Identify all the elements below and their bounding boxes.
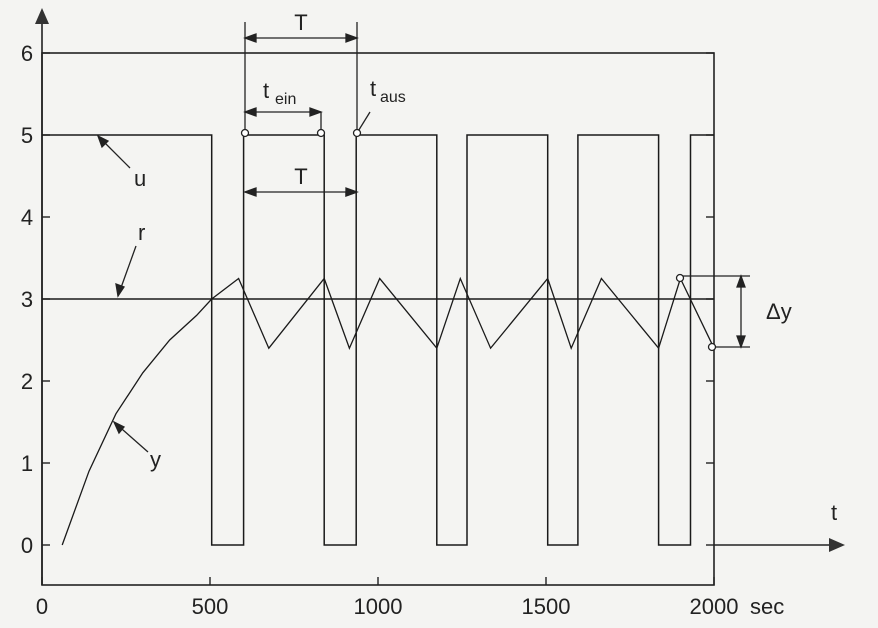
x-ticks: 0 500 1000 1500 2000 (36, 577, 739, 619)
label-pointers (96, 134, 149, 453)
period-label-top: T (294, 10, 307, 35)
series-line-u (42, 134, 714, 546)
series-label-r: r (138, 220, 145, 245)
y-tick-label: 3 (21, 287, 33, 312)
series-label-y: y (150, 447, 161, 472)
t-axis-arrowhead (829, 538, 845, 552)
series-layer (42, 134, 715, 546)
y-tick-label: 2 (21, 369, 33, 394)
x-tick-label: 1000 (354, 594, 403, 619)
x-tick-label: 0 (36, 594, 48, 619)
t-aus-label: t (370, 76, 376, 101)
y-tick-label: 0 (21, 533, 33, 558)
t-ein-label: t (263, 78, 269, 103)
y-tick-label: 1 (21, 451, 33, 476)
t-ein-subscript: ein (275, 91, 296, 108)
period-dimension-top (243, 22, 359, 133)
sec-unit-label: sec (750, 594, 784, 619)
t-axis-label: t (831, 500, 837, 525)
x-tick-label: 500 (192, 594, 229, 619)
delta-y-dimension (680, 274, 750, 349)
series-label-u: u (134, 166, 146, 191)
t-ein-dimension (243, 107, 323, 133)
y-tick-label: 4 (21, 205, 33, 230)
y-tick-label: 6 (21, 41, 33, 66)
delta-y-label: Δy (766, 299, 792, 324)
period-label-mid: T (294, 164, 307, 189)
y-ticks: 0 1 2 3 4 5 6 (21, 41, 714, 558)
x-tick-label: 1500 (522, 594, 571, 619)
y-tick-label: 5 (21, 123, 33, 148)
y-axis-arrowhead (35, 8, 49, 24)
x-tick-label: 2000 (690, 594, 739, 619)
period-dimension-mid (243, 187, 359, 197)
plot-frame (41, 52, 715, 586)
series-line-y (61, 276, 715, 546)
marker-circles (240, 128, 717, 352)
t-aus-subscript: aus (380, 89, 406, 106)
